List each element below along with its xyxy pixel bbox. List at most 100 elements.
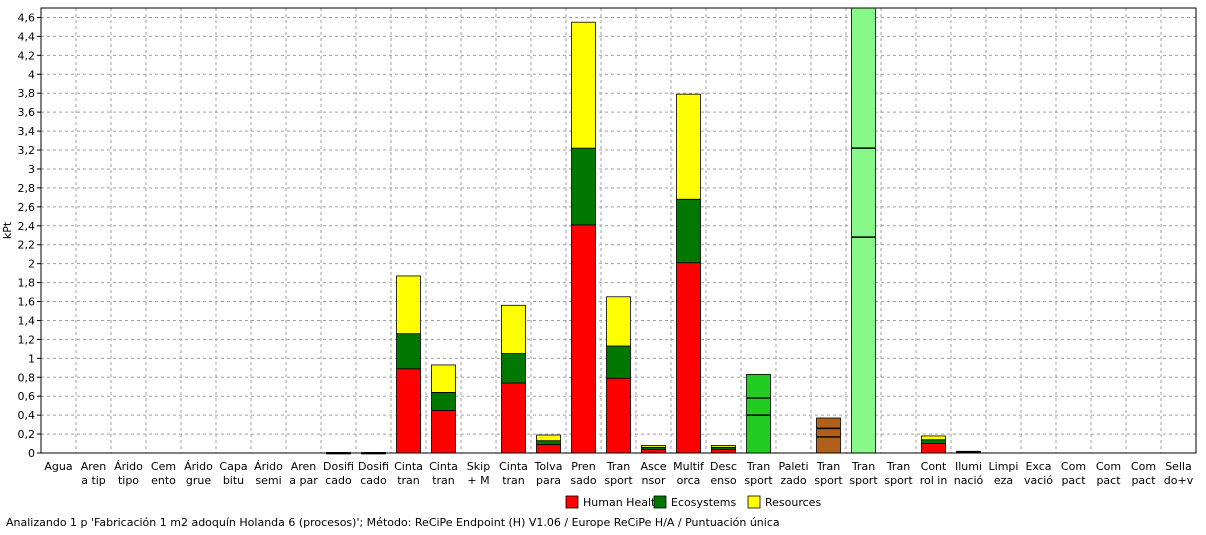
x-tick-label: cado (360, 474, 387, 487)
x-tick-label: semi (255, 474, 281, 487)
bar-segment (606, 345, 631, 379)
bar-segment (536, 440, 561, 445)
legend-swatch (565, 495, 579, 509)
bar-segment (746, 374, 771, 454)
y-tick-label: 2,8 (18, 182, 36, 195)
y-tick-label: 0,2 (18, 428, 36, 441)
y-tick-label: 1,4 (18, 314, 36, 327)
bar-segment (536, 444, 561, 454)
x-tick-label: Tran (886, 460, 910, 473)
legend-swatch (747, 495, 761, 509)
y-tick-label: 0,4 (18, 409, 36, 422)
status-text: Analizando 1 p 'Fabricación 1 m2 adoquín… (6, 516, 780, 529)
x-tick-label: tran (397, 474, 420, 487)
x-tick-label: Pren (571, 460, 595, 473)
y-tick-label: 1,6 (18, 296, 36, 309)
x-tick-label: Desc (710, 460, 737, 473)
bars (326, 7, 981, 455)
y-tick-label: 2,6 (18, 201, 36, 214)
y-tick-label: 3,8 (18, 87, 36, 100)
bar-segment (536, 434, 561, 442)
legend-label: Ecosystems (671, 496, 736, 509)
x-tick-label: Capa (219, 460, 247, 473)
x-tick-label: Cont (921, 460, 947, 473)
bar-segment (676, 262, 701, 454)
x-tick-label: Tran (746, 460, 770, 473)
x-tick-label: + M (467, 474, 489, 487)
x-tick-label: vació (1024, 474, 1053, 487)
x-tick-label: Cinta (499, 460, 528, 473)
x-tick-label: bitu (223, 474, 244, 487)
bar-segment (501, 304, 526, 354)
bar-segment (921, 435, 946, 441)
x-tick-label: ento (151, 474, 176, 487)
y-tick-label: 4,2 (18, 49, 36, 62)
x-tick-label: Exca (1025, 460, 1051, 473)
x-tick-label: tipo (118, 474, 139, 487)
y-tick-label: 0 (28, 447, 35, 460)
x-tick-label: sport (884, 474, 913, 487)
bar-segment (676, 93, 701, 200)
y-tick-label: 2,2 (18, 239, 36, 252)
bar-segment (816, 417, 841, 454)
bar-segment (396, 275, 421, 335)
x-tick-label: a par (289, 474, 318, 487)
legend-swatch (653, 495, 667, 509)
x-tick-label: eza (994, 474, 1013, 487)
x-tick-label: Sella (1165, 460, 1192, 473)
x-tick-label: rol in (920, 474, 948, 487)
y-axis-ticks: 0 0,2 0,4 0,6 0,8 1 1,2 1,4 1,6 1,8 2 2,2 2,4 2,6 2,8 3… (18, 11, 41, 460)
x-tick-label: Tran (816, 460, 840, 473)
x-tick-label: tran (432, 474, 455, 487)
y-tick-label: 0,8 (18, 371, 36, 384)
chart: 0 0,2 0,4 0,6 0,8 1 1,2 1,4 1,6 1,8 2 2,2 2,4 2,6 2,8 3… (1, 7, 1197, 509)
x-tick-label: nsor (642, 474, 666, 487)
bar-segment (431, 364, 456, 393)
y-tick-label: 2,4 (18, 220, 36, 233)
bar-segment (501, 353, 526, 384)
bar-segment (571, 147, 596, 226)
x-tick-label: Com (1131, 460, 1156, 473)
x-tick-label: Skip (467, 460, 490, 473)
bar-segment (606, 296, 631, 347)
x-tick-label: Aren (291, 460, 317, 473)
y-tick-label: 3,6 (18, 106, 36, 119)
y-axis-label: kPt (1, 221, 14, 239)
x-tick-label: Tran (606, 460, 630, 473)
x-tick-label: enso (710, 474, 736, 487)
y-tick-label: 4 (28, 68, 35, 81)
y-tick-label: 2 (28, 258, 35, 271)
bar-segment (921, 443, 946, 454)
y-tick-label: 1,2 (18, 333, 36, 346)
x-tick-label: Agua (44, 460, 72, 473)
bar-segment (606, 377, 631, 454)
x-tick-label: Cem (151, 460, 176, 473)
bar-segment (501, 382, 526, 454)
x-tick-label: Asce (640, 460, 666, 473)
x-tick-label: nació (954, 474, 984, 487)
bar-segment (431, 392, 456, 411)
x-tick-label: sport (814, 474, 843, 487)
x-tick-label: Com (1061, 460, 1086, 473)
x-tick-label: pact (1096, 474, 1121, 487)
y-tick-label: 4,6 (18, 11, 36, 24)
bar-segment (431, 409, 456, 454)
legend-label: Resources (765, 496, 821, 509)
bar-segment (711, 445, 736, 448)
bar-segment (711, 448, 736, 454)
grid-lines (41, 8, 1196, 453)
y-tick-label: 3 (28, 163, 35, 176)
x-tick-label: sado (570, 474, 596, 487)
x-tick-label: a tip (81, 474, 106, 487)
x-tick-label: Com (1096, 460, 1121, 473)
bar-segment (641, 448, 666, 454)
x-tick-label: do+v (1164, 474, 1194, 487)
x-tick-label: sport (604, 474, 633, 487)
plot-frame (40, 7, 1197, 454)
x-tick-label: Limpi (989, 460, 1019, 473)
y-tick-label: 3,4 (18, 125, 36, 138)
bar-segment (921, 439, 946, 444)
y-tick-label: 0,6 (18, 390, 36, 403)
x-tick-label: sport (744, 474, 773, 487)
